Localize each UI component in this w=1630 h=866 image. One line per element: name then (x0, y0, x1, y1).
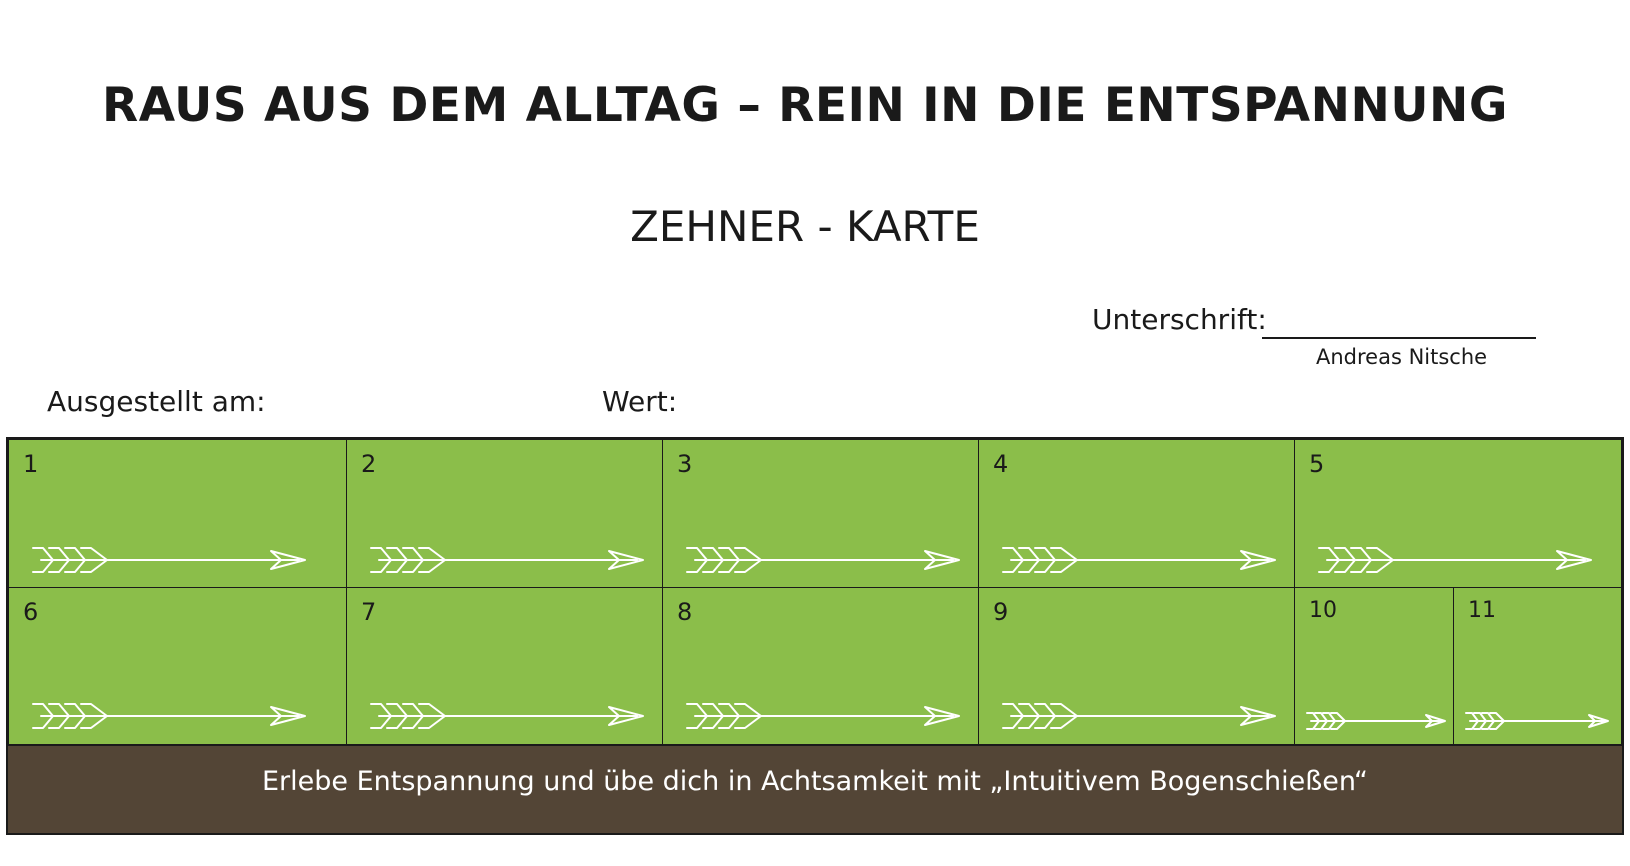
arrow-icon (686, 547, 960, 573)
arrow-icon (370, 547, 644, 573)
arrow-icon (1306, 712, 1446, 730)
punch-cell-11[interactable]: 11 (1453, 587, 1622, 745)
arrow-icon (1465, 712, 1609, 730)
punch-cell-number: 9 (993, 598, 1009, 626)
signature-name: Andreas Nitsche (1316, 345, 1488, 369)
issued-date-label: Ausgestellt am: (47, 385, 266, 418)
punch-cell-number: 10 (1309, 598, 1337, 623)
signature-label: Unterschrift: (1092, 303, 1267, 336)
punch-cell-1[interactable]: 1 (8, 439, 348, 589)
arrow-icon (1318, 547, 1592, 573)
punch-cell-6[interactable]: 6 (8, 587, 348, 745)
punch-cell-10[interactable]: 10 (1294, 587, 1455, 745)
arrow-icon (370, 703, 644, 729)
punch-cell-number: 3 (677, 450, 693, 478)
punch-cell-8[interactable]: 8 (662, 587, 980, 745)
punch-cell-number: 4 (993, 450, 1009, 478)
punch-cell-7[interactable]: 7 (346, 587, 664, 745)
punch-cell-number: 2 (361, 450, 377, 478)
punch-cell-4[interactable]: 4 (978, 439, 1296, 589)
footer-banner: Erlebe Entspannung und übe dich in Achts… (6, 744, 1624, 835)
signature-line (1262, 337, 1536, 339)
punch-cell-number: 5 (1309, 450, 1325, 478)
page-title: RAUS AUS DEM ALLTAG – REIN IN DIE ENTSPA… (102, 78, 1508, 133)
punch-cell-2[interactable]: 2 (346, 439, 664, 589)
arrow-icon (1002, 703, 1276, 729)
arrow-icon (686, 703, 960, 729)
punch-cell-number: 7 (361, 598, 377, 626)
punch-cell-3[interactable]: 3 (662, 439, 980, 589)
punch-card-grid: 1 2 3 (6, 437, 1624, 835)
punch-cell-9[interactable]: 9 (978, 587, 1296, 745)
value-label: Wert: (602, 385, 678, 418)
arrow-icon (1002, 547, 1276, 573)
punch-cell-number: 11 (1468, 598, 1496, 623)
punch-cell-number: 6 (23, 598, 39, 626)
punch-cell-number: 8 (677, 598, 693, 626)
punch-cell-number: 1 (23, 450, 39, 478)
arrow-icon (32, 547, 306, 573)
punch-cell-5[interactable]: 5 (1294, 439, 1622, 589)
page-subtitle: ZEHNER - KARTE (630, 202, 980, 251)
arrow-icon (32, 703, 306, 729)
